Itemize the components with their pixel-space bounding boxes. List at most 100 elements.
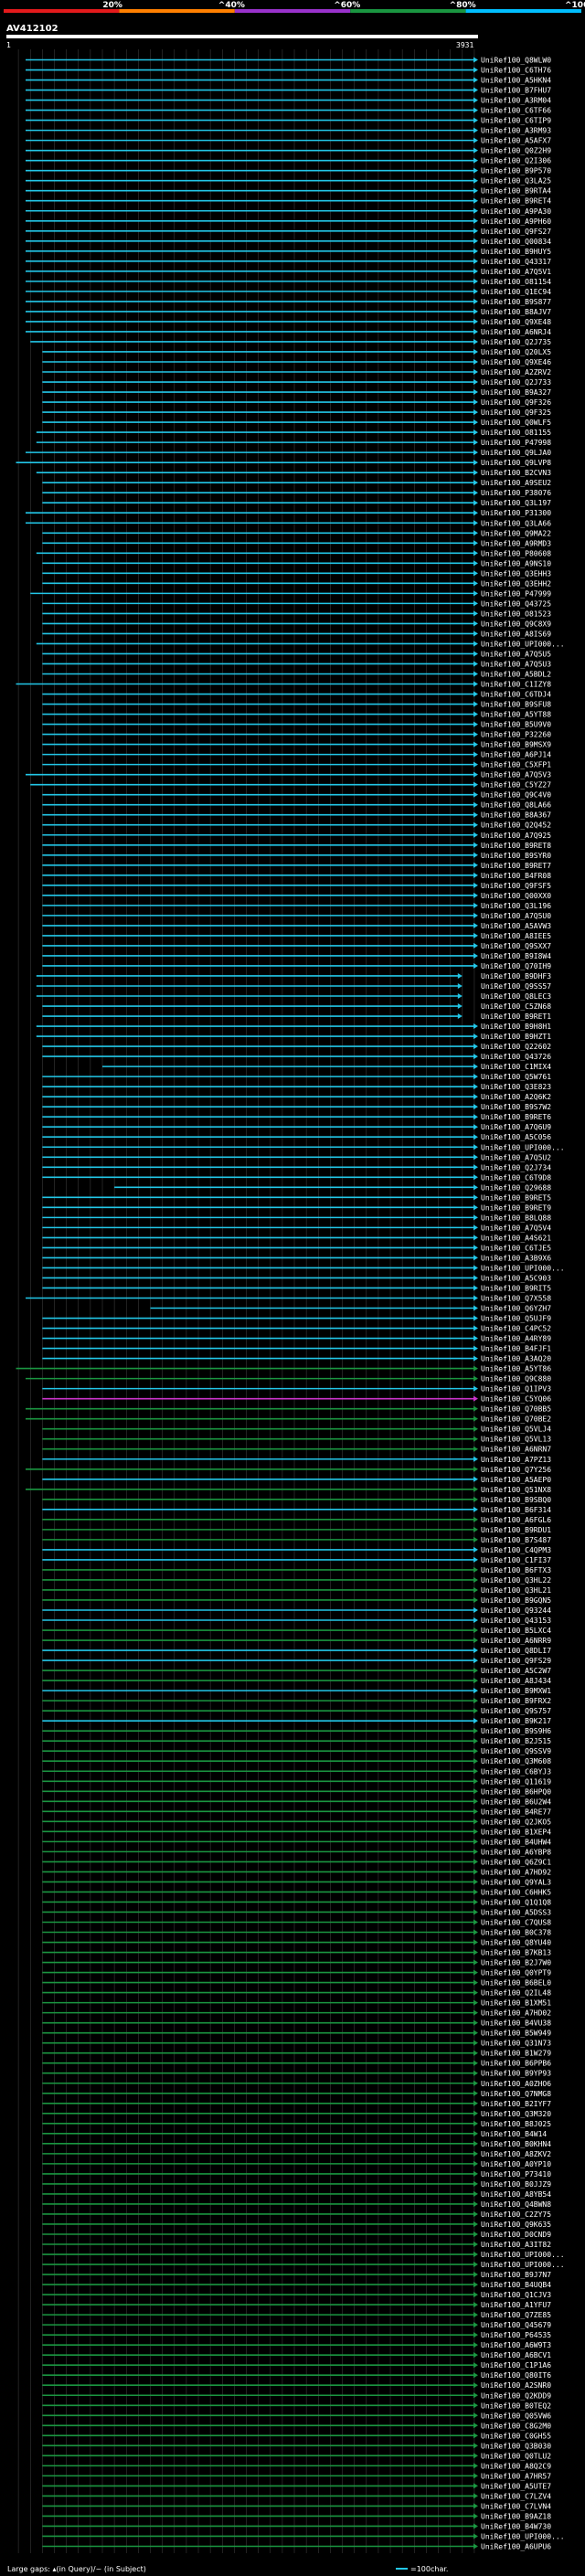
hit-label[interactable]: UniRef100_Q0WLF5 xyxy=(481,419,551,427)
hit-label[interactable]: UniRef100_B2CVN3 xyxy=(481,469,551,477)
hit-label[interactable]: UniRef100_Q6YZH7 xyxy=(481,1305,551,1313)
hit-label[interactable]: UniRef100_A7Q925 xyxy=(481,832,551,840)
hit-label[interactable]: UniRef100_B4FJF1 xyxy=(481,1345,551,1353)
hit-label[interactable]: UniRef100_A5C2W7 xyxy=(481,1667,551,1675)
hit-label[interactable]: UniRef100_Q4BWN8 xyxy=(481,2200,551,2209)
hit-label[interactable]: UniRef100_B9SYR0 xyxy=(481,852,551,860)
hit-label[interactable]: UniRef100_B4VU38 xyxy=(481,2019,551,2028)
hit-label[interactable]: UniRef100_Q9SXX7 xyxy=(481,942,551,950)
hit-label[interactable]: UniRef100_B9J7N7 xyxy=(481,2271,551,2279)
hit-label[interactable]: UniRef100_Q11619 xyxy=(481,1777,551,1786)
hit-label[interactable]: UniRef100_B9SFU8 xyxy=(481,701,551,709)
hit-label[interactable]: UniRef100_B4FR08 xyxy=(481,872,551,880)
hit-label[interactable]: UniRef100_A8ZKV2 xyxy=(481,2150,551,2158)
hit-label[interactable]: UniRef100_A6BCV1 xyxy=(481,2351,551,2359)
hit-label[interactable]: UniRef100_O81523 xyxy=(481,610,551,618)
hit-label[interactable]: UniRef100_B9HUY5 xyxy=(481,248,551,256)
hit-label[interactable]: UniRef100_Q3B030 xyxy=(481,2442,551,2450)
hit-label[interactable]: UniRef100_Q9F326 xyxy=(481,398,551,407)
hit-label[interactable]: UniRef100_Q43725 xyxy=(481,599,551,608)
hit-label[interactable]: UniRef100_Q8LA66 xyxy=(481,801,551,810)
hit-label[interactable]: UniRef100_B9K217 xyxy=(481,1717,551,1725)
hit-label[interactable]: UniRef100_Q3LA25 xyxy=(481,177,551,186)
hit-label[interactable]: UniRef100_B9RTA4 xyxy=(481,187,551,196)
hit-label[interactable]: UniRef100_O81154 xyxy=(481,278,551,286)
hit-label[interactable]: UniRef100_C6TF66 xyxy=(481,107,551,115)
hit-label[interactable]: UniRef100_B9RET5 xyxy=(481,1193,551,1202)
hit-label[interactable]: UniRef100_A2ZRV2 xyxy=(481,368,551,376)
hit-label[interactable]: UniRef100_UPI000... xyxy=(481,2261,565,2269)
hit-label[interactable]: UniRef100_B7FHU7 xyxy=(481,87,551,95)
hit-label[interactable]: UniRef100_A5AEP0 xyxy=(481,1476,551,1484)
hit-label[interactable]: UniRef100_A7HD02 xyxy=(481,2009,551,2018)
hit-label[interactable]: UniRef100_Q2KDD9 xyxy=(481,2391,551,2400)
hit-label[interactable]: UniRef100_A6NRN7 xyxy=(481,1446,551,1454)
hit-label[interactable]: UniRef100_A8IEE5 xyxy=(481,932,551,940)
hit-label[interactable]: UniRef100_Q9C880 xyxy=(481,1375,551,1383)
hit-label[interactable]: UniRef100_B2IYF7 xyxy=(481,2100,551,2108)
hit-label[interactable]: UniRef100_B1W279 xyxy=(481,2050,551,2058)
hit-label[interactable]: UniRef100_Q1IPV3 xyxy=(481,1385,551,1394)
hit-label[interactable]: UniRef100_Q0YPT9 xyxy=(481,1969,551,1977)
hit-label[interactable]: UniRef100_UPI000... xyxy=(481,1264,565,1272)
hit-label[interactable]: UniRef100_Q8DLI7 xyxy=(481,1647,551,1655)
hit-label[interactable]: UniRef100_B0C378 xyxy=(481,1929,551,1937)
hit-label[interactable]: UniRef100_B9RET1 xyxy=(481,1012,551,1021)
hit-label[interactable]: UniRef100_Q0Z2H9 xyxy=(481,147,551,155)
hit-label[interactable]: UniRef100_B8J025 xyxy=(481,2120,551,2128)
hit-label[interactable]: UniRef100_B9RDU1 xyxy=(481,1526,551,1534)
hit-label[interactable]: UniRef100_A6YBP8 xyxy=(481,1848,551,1856)
hit-label[interactable]: UniRef100_P31300 xyxy=(481,509,551,517)
hit-label[interactable]: UniRef100_B2J7W0 xyxy=(481,1959,551,1967)
hit-label[interactable]: UniRef100_B6U2W4 xyxy=(481,1797,551,1806)
hit-label[interactable]: UniRef100_C7LVN4 xyxy=(481,2502,551,2510)
hit-label[interactable]: UniRef100_B6F314 xyxy=(481,1506,551,1514)
hit-label[interactable]: UniRef100_B0TEQ2 xyxy=(481,2401,551,2410)
hit-label[interactable]: UniRef100_B1XM51 xyxy=(481,1999,551,2008)
hit-label[interactable]: UniRef100_Q9S757 xyxy=(481,1707,551,1715)
hit-label[interactable]: UniRef100_A3RM93 xyxy=(481,127,551,135)
hit-label[interactable]: UniRef100_A7Q5V4 xyxy=(481,1224,551,1232)
hit-label[interactable]: UniRef100_C4QPM3 xyxy=(481,1546,551,1554)
hit-label[interactable]: UniRef100_Q9FS29 xyxy=(481,1657,551,1665)
hit-label[interactable]: UniRef100_A3IT82 xyxy=(481,2241,551,2249)
hit-label[interactable]: UniRef100_B4W730 xyxy=(481,2522,551,2530)
hit-label[interactable]: UniRef100_A7Q5V1 xyxy=(481,268,551,276)
hit-label[interactable]: UniRef100_Q1EC94 xyxy=(481,288,551,296)
hit-label[interactable]: UniRef100_D0CND9 xyxy=(481,2231,551,2239)
hit-label[interactable]: UniRef100_Q3L196 xyxy=(481,902,551,910)
hit-label[interactable]: UniRef100_B6FTX3 xyxy=(481,1566,551,1574)
hit-label[interactable]: UniRef100_Q7NMG8 xyxy=(481,2090,551,2098)
hit-label[interactable]: UniRef100_B9RET8 xyxy=(481,842,551,850)
hit-label[interactable]: UniRef100_Q43153 xyxy=(481,1617,551,1625)
hit-label[interactable]: UniRef100_A0ZHO6 xyxy=(481,2080,551,2088)
hit-label[interactable]: UniRef100_P47998 xyxy=(481,439,551,447)
hit-label[interactable]: UniRef100_Q1Q1Q8 xyxy=(481,1898,551,1906)
hit-label[interactable]: UniRef100_C6T9D8 xyxy=(481,1173,551,1182)
hit-label[interactable]: UniRef100_A6PJ14 xyxy=(481,751,551,759)
hit-label[interactable]: UniRef100_Q3EHH2 xyxy=(481,579,551,588)
hit-label[interactable]: UniRef100_Q05VW6 xyxy=(481,2412,551,2420)
hit-label[interactable]: UniRef100_Q3L197 xyxy=(481,499,551,507)
hit-label[interactable]: UniRef100_Q8YU40 xyxy=(481,1939,551,1947)
hit-label[interactable]: UniRef100_C1IZY8 xyxy=(481,681,551,689)
hit-label[interactable]: UniRef100_Q5UJF9 xyxy=(481,1315,551,1323)
hit-label[interactable]: UniRef100_Q9FS27 xyxy=(481,228,551,236)
hit-label[interactable]: UniRef100_B9SBQ0 xyxy=(481,1496,551,1504)
hit-label[interactable]: UniRef100_A9SEU2 xyxy=(481,479,551,487)
hit-label[interactable]: UniRef100_B0JJZ9 xyxy=(481,2180,551,2189)
hit-label[interactable]: UniRef100_Q45679 xyxy=(481,2321,551,2329)
hit-label[interactable]: UniRef100_C0GH55 xyxy=(481,2432,551,2440)
hit-label[interactable]: UniRef100_Q70IH9 xyxy=(481,962,551,970)
hit-label[interactable]: UniRef100_Q1CJV3 xyxy=(481,2291,551,2299)
hit-label[interactable]: UniRef100_A9PH60 xyxy=(481,217,551,226)
hit-label[interactable]: UniRef100_Q43317 xyxy=(481,258,551,266)
hit-label[interactable]: UniRef100_B7S487 xyxy=(481,1536,551,1544)
hit-label[interactable]: UniRef100_A2SNR0 xyxy=(481,2381,551,2390)
hit-label[interactable]: UniRef100_A7Q5V3 xyxy=(481,771,551,779)
hit-label[interactable]: UniRef100_B9GQN5 xyxy=(481,1596,551,1605)
hit-label[interactable]: UniRef100_Q2JKO5 xyxy=(481,1818,551,1826)
hit-label[interactable]: UniRef100_Q3EHH3 xyxy=(481,569,551,578)
hit-label[interactable]: UniRef100_C4PC52 xyxy=(481,1325,551,1333)
hit-label[interactable]: UniRef100_B6HPQ0 xyxy=(481,1787,551,1796)
